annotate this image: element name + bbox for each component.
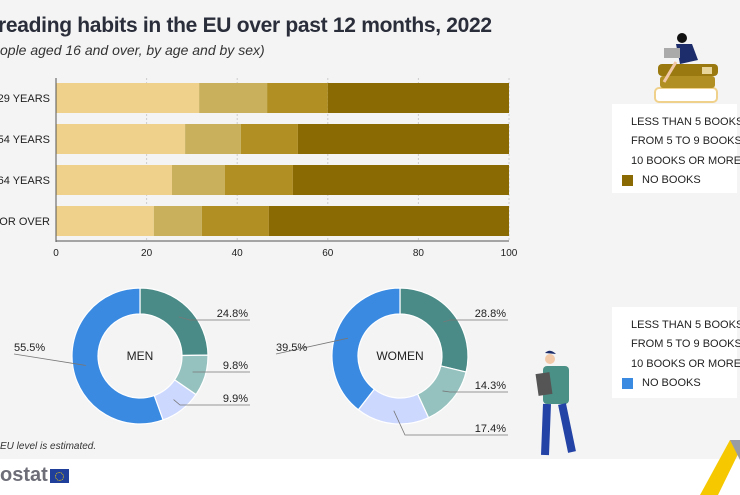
legend-item: LESS THAN 5 BOOKS	[622, 315, 740, 335]
bar-segment	[56, 124, 186, 154]
category-label: TO 29 YEARS	[0, 93, 50, 105]
bar-segment	[267, 83, 328, 113]
chart-subtitle: ople aged 16 and over, by age and by sex…	[0, 42, 265, 58]
legend-swatch	[622, 174, 633, 186]
legend-label: 10 BOOKS OR MORE	[631, 357, 740, 370]
legend-swatch	[622, 377, 633, 389]
bar-segment	[297, 124, 509, 154]
legend-label: LESS THAN 5 BOOKS	[631, 115, 740, 128]
slice-label: 39.5%	[276, 342, 307, 354]
category-label: RS OR OVER	[0, 216, 50, 228]
bar-segment	[292, 165, 509, 195]
legend-label: LESS THAN 5 BOOKS	[631, 318, 740, 331]
legend-label: 10 BOOKS OR MORE	[631, 154, 740, 167]
bar-segment	[327, 83, 509, 113]
slice-label: 14.3%	[475, 380, 506, 392]
leader-line	[13, 353, 86, 366]
legend-item: NO BOOKS	[622, 374, 737, 394]
legend-item: FROM 5 TO 9 BOOKS	[622, 132, 740, 152]
chart-title: reading habits in the EU over past 12 mo…	[0, 14, 492, 37]
legend-label: NO BOOKS	[642, 377, 701, 390]
x-tick-label: 40	[232, 248, 244, 259]
logo-text: ostat	[0, 464, 48, 486]
leader-line	[275, 337, 349, 355]
slice-label: 28.8%	[475, 308, 506, 320]
leader-line	[173, 399, 250, 406]
eurostat-logo: ostat	[0, 464, 69, 487]
bar-segment	[153, 206, 202, 236]
eu-flag-icon	[49, 468, 69, 483]
donut-slice	[139, 287, 209, 357]
bar-segment	[56, 165, 172, 195]
slice-label: 9.8%	[223, 360, 248, 372]
footnote: EU level is estimated.	[0, 441, 97, 452]
category-label: TO 64 YEARS	[0, 175, 50, 187]
donut-center-label: WOMEN	[376, 349, 423, 363]
leader-line	[393, 410, 508, 436]
bar-segment	[171, 165, 225, 195]
leader-line	[443, 319, 508, 323]
donut-center-label: MEN	[127, 349, 154, 363]
slice-label: 55.5%	[14, 342, 45, 354]
leader-line	[178, 316, 250, 321]
bar-segment	[268, 206, 509, 236]
legend-item: LESS THAN 5 BOOKS	[622, 112, 740, 132]
legend-label: FROM 5 TO 9 BOOKS	[631, 135, 740, 148]
bar-segment	[56, 83, 200, 113]
legend-bar-chart: LESS THAN 5 BOOKS FROM 5 TO 9 BOOKS 10 BOO…	[612, 104, 740, 193]
x-tick-label: 20	[141, 248, 153, 259]
donut-slice	[71, 287, 164, 425]
x-tick-label: 100	[501, 248, 518, 259]
legend-item: FROM 5 TO 9 BOOKS	[622, 335, 740, 355]
x-tick-label: 80	[413, 248, 425, 259]
bar-segment	[185, 124, 241, 154]
bar-segment	[56, 206, 154, 236]
donut-slice	[331, 287, 401, 411]
x-tick-label: 0	[53, 248, 59, 259]
slice-label: 9.9%	[223, 393, 248, 405]
category-label: TO 54 YEARS	[0, 134, 50, 146]
legend-label: FROM 5 TO 9 BOOKS	[631, 338, 740, 351]
legend-donut-charts: LESS THAN 5 BOOKS FROM 5 TO 9 BOOKS 10 BOO…	[612, 307, 740, 398]
leader-line	[442, 390, 508, 393]
x-tick-label: 60	[322, 248, 334, 259]
bar-segment	[224, 165, 293, 195]
bar-segment	[201, 206, 269, 236]
legend-label: NO BOOKS	[642, 174, 701, 187]
bar-segment	[240, 124, 298, 154]
slice-label: 17.4%	[475, 423, 506, 435]
legend-item: NO BOOKS	[622, 171, 737, 191]
slice-label: 24.8%	[217, 308, 248, 320]
legend-item: 10 BOOKS OR MORE	[622, 354, 740, 374]
legend-item: 10 BOOKS OR MORE	[622, 151, 740, 171]
bar-segment	[199, 83, 268, 113]
